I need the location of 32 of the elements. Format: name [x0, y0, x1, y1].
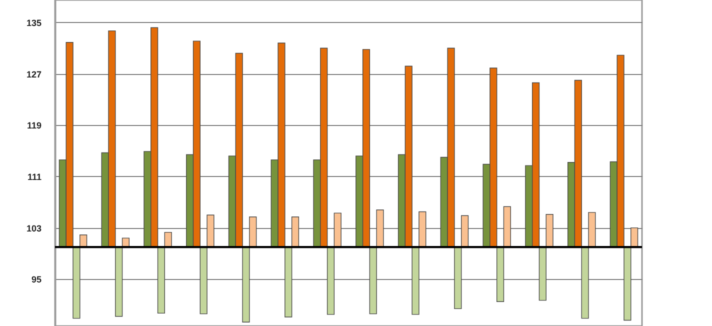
bar	[369, 246, 377, 314]
bar	[157, 246, 166, 314]
bar	[242, 246, 250, 322]
bar	[496, 246, 504, 302]
bar	[630, 227, 638, 248]
bar	[624, 246, 632, 321]
bar	[588, 212, 596, 248]
y-tick-label: 95	[31, 274, 42, 285]
bar	[291, 216, 300, 248]
bar	[115, 246, 123, 317]
bar	[200, 246, 208, 314]
bar	[376, 209, 384, 248]
bar	[334, 212, 342, 248]
bar	[538, 246, 546, 301]
bar	[206, 214, 214, 248]
bar	[503, 206, 511, 248]
bar	[164, 232, 172, 248]
bar	[72, 246, 80, 319]
bar	[284, 246, 292, 318]
y-tick-label: 111	[27, 172, 42, 182]
y-tick-label: 127	[26, 69, 42, 80]
y-tick-label: 119	[26, 120, 42, 131]
bar	[412, 246, 420, 315]
bar	[581, 246, 589, 319]
bar	[418, 211, 426, 248]
y-tick-label: 103	[26, 223, 42, 234]
bar	[454, 246, 462, 310]
bar	[249, 216, 257, 248]
bar	[326, 246, 335, 315]
y-tick-label: 135	[26, 18, 42, 28]
bar	[546, 214, 554, 248]
bar	[460, 215, 469, 248]
